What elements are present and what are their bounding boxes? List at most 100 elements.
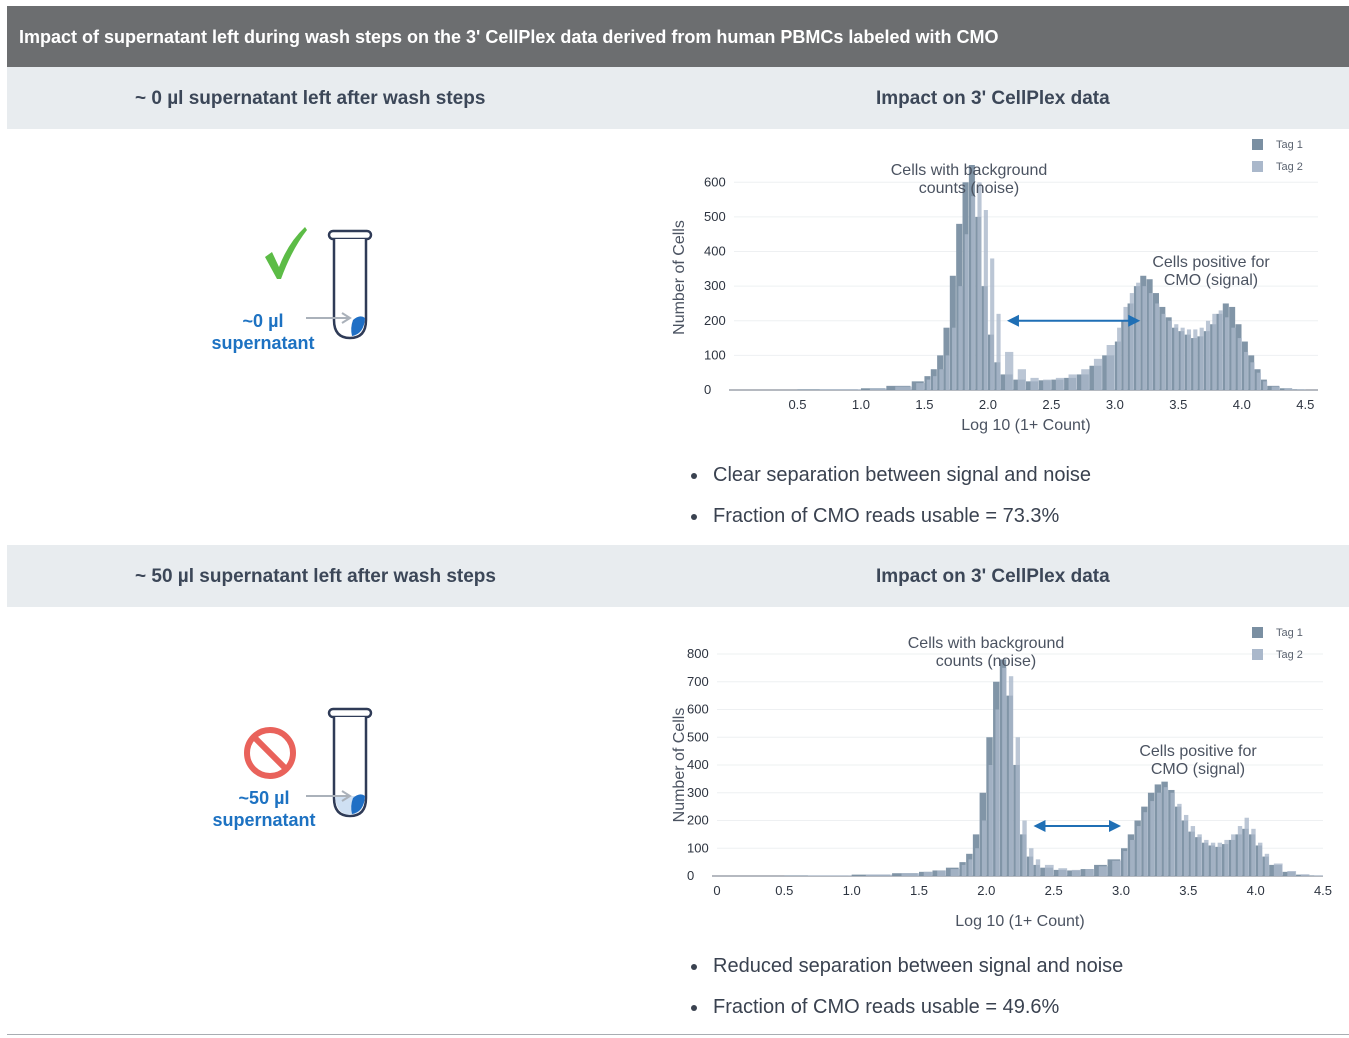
- histogram-bar-2: [1155, 303, 1160, 390]
- y-tick-label: 300: [687, 785, 709, 800]
- histogram-bar-2: [945, 355, 950, 390]
- histogram-bar-2: [1117, 327, 1122, 390]
- y-tick-label: 600: [687, 702, 709, 717]
- histogram-bar-2: [1263, 381, 1268, 390]
- x-tick-label: 1.0: [843, 883, 861, 898]
- y-tick-label: 700: [687, 674, 709, 689]
- histogram-bar-2: [983, 210, 988, 390]
- noise-annotation: counts (noise): [919, 180, 1020, 197]
- histogram-bar-2: [977, 182, 982, 390]
- histogram-bar-2: [1273, 863, 1283, 876]
- histogram-bar-2: [968, 859, 973, 876]
- histogram-bar-2: [807, 875, 852, 876]
- histogram-bar-2: [865, 874, 893, 876]
- x-tick-label: 1.5: [910, 883, 928, 898]
- histogram-bar-2: [1035, 859, 1041, 876]
- legend-swatch: [1252, 649, 1263, 660]
- histogram-chart-2: 0 100 200 300 400 500 600 700 800 0 0.5 1.0 1.5 2.0 2.…: [671, 627, 1332, 930]
- x-axis-label: Log 10 (1+ Count): [955, 913, 1084, 930]
- histogram-bar-2: [1002, 667, 1007, 876]
- histogram-bar-2: [1170, 792, 1175, 876]
- x-tick-label: 1.5: [915, 397, 933, 412]
- y-axis-label: Number of Cells: [671, 220, 688, 335]
- supernatant-label: ~0 µl supernatant: [193, 310, 333, 354]
- legend-label: Tag 2: [1276, 649, 1303, 661]
- x-tick-label: 3.0: [1112, 883, 1130, 898]
- histogram-bar-2: [1231, 327, 1236, 390]
- histogram-bar-2: [1022, 820, 1027, 876]
- histogram-bar-2: [1271, 386, 1280, 390]
- histogram-bar-2: [1224, 839, 1229, 876]
- y-tick-label: 100: [704, 347, 726, 362]
- x-tick-label: 4.5: [1296, 397, 1314, 412]
- histogram-bar-2: [1163, 787, 1169, 876]
- histogram-bar-2: [1029, 848, 1034, 876]
- x-tick-label: 2.5: [1042, 397, 1060, 412]
- section-2-right-header: Impact on 3' CellPlex data: [876, 566, 1110, 587]
- histogram-bar-2: [1123, 306, 1128, 390]
- y-tick-label: 400: [704, 244, 726, 259]
- x-axis-label: Log 10 (1+ Count): [961, 417, 1090, 434]
- title-bar: Impact of supernatant left during wash s…: [7, 6, 1349, 67]
- histogram-bar-2: [895, 386, 912, 390]
- noise-annotation: Cells with background: [908, 635, 1065, 652]
- histogram-bar-2: [1197, 834, 1202, 876]
- legend-label: Tag 1: [1276, 627, 1303, 639]
- supernatant-volume: ~0 µl: [242, 311, 284, 331]
- y-tick-label: 600: [704, 174, 726, 189]
- histogram-bar-2: [1071, 869, 1081, 876]
- histogram-bar-2: [933, 376, 938, 390]
- histogram-bar-2: [1231, 834, 1236, 876]
- x-tick-label: 2.0: [977, 883, 995, 898]
- x-tick-label: 4.0: [1247, 883, 1265, 898]
- histogram-bar-2: [981, 820, 987, 876]
- histogram-bar-2: [1210, 842, 1216, 876]
- histogram-bar-2: [1204, 839, 1209, 876]
- histogram-bar-2: [1244, 817, 1249, 876]
- section-2-left-header: ~ 50 µl supernatant left after wash step…: [135, 566, 496, 587]
- result-list-2: Reduced separation between signal and no…: [690, 954, 1123, 1036]
- histogram-bar-2: [1256, 372, 1261, 390]
- histogram-bar-2: [1225, 317, 1230, 390]
- tube-icon: [306, 229, 373, 340]
- histogram-bar-2: [1287, 871, 1297, 876]
- histogram-bar-2: [1008, 676, 1014, 876]
- histogram-bar-2: [1217, 842, 1222, 876]
- y-tick-label: 400: [687, 757, 709, 772]
- histogram-bar-2: [1148, 293, 1153, 390]
- histogram-bar-2: [1161, 313, 1166, 390]
- histogram-bar-2: [1264, 853, 1270, 876]
- histogram-bar-2: [1081, 369, 1090, 390]
- histogram-bar-2: [1199, 327, 1204, 390]
- histogram-bar-2: [819, 389, 861, 390]
- histogram-bar-2: [958, 286, 963, 390]
- legend-label: Tag 2: [1276, 161, 1303, 173]
- bullet-separation: Reduced separation between signal and no…: [690, 954, 1123, 995]
- signal-annotation: Cells positive for: [1139, 743, 1257, 760]
- histogram-bar-2: [988, 765, 994, 876]
- signal-annotation: CMO (signal): [1164, 272, 1258, 289]
- y-tick-label: 300: [704, 278, 726, 293]
- histogram-bar-2: [869, 388, 887, 390]
- histogram-bar-2: [1258, 842, 1263, 876]
- x-tick-label: 0.5: [775, 883, 793, 898]
- noise-annotation: counts (noise): [936, 653, 1037, 670]
- histogram-bar-2: [996, 313, 1001, 390]
- legend-swatch: [1252, 161, 1263, 172]
- histogram-bar-2: [1123, 851, 1128, 876]
- tube-icon: [306, 707, 373, 818]
- histogram-bar-2: [1186, 329, 1192, 390]
- x-tick-label: 2.5: [1045, 883, 1063, 898]
- legend-swatch: [1252, 627, 1263, 638]
- bullet-fraction: Fraction of CMO reads usable = 73.3%: [690, 504, 1091, 545]
- section-2-header: ~ 50 µl supernatant left after wash step…: [7, 545, 1349, 607]
- histogram-bar-2: [1136, 282, 1141, 390]
- histogram-bar-2: [1030, 377, 1039, 390]
- histogram-bar-2: [1098, 866, 1108, 876]
- histogram-bar-2: [1044, 864, 1054, 876]
- legend-label: Tag 1: [1276, 139, 1303, 151]
- histogram-bar-2: [952, 327, 957, 390]
- y-tick-label: 800: [687, 646, 709, 661]
- supernatant-word: supernatant: [211, 333, 315, 353]
- bottom-divider: [7, 1034, 1349, 1035]
